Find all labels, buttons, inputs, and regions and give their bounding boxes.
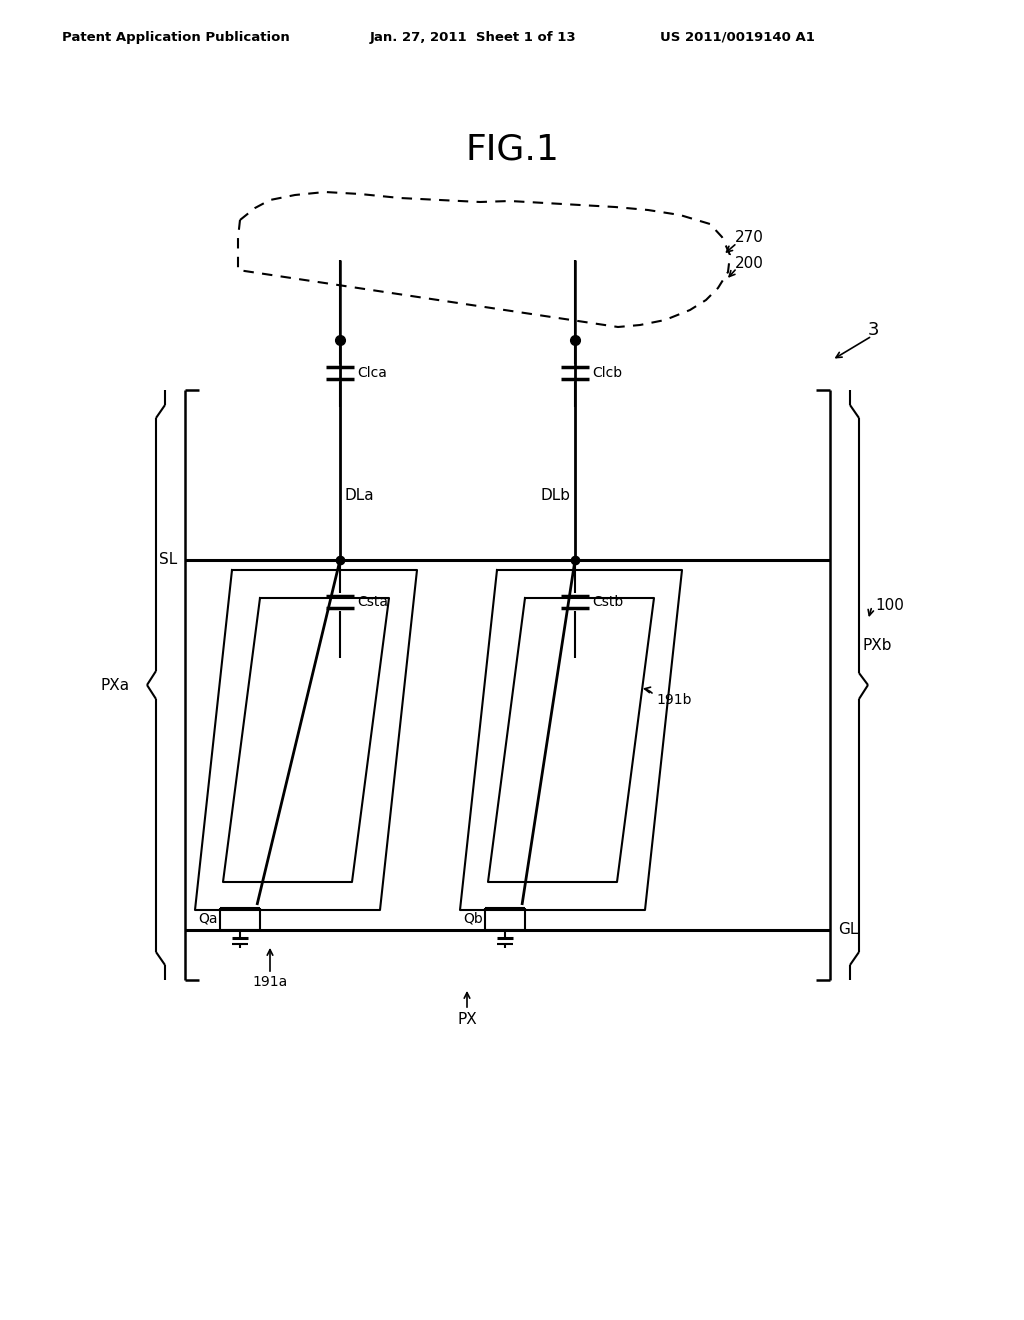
Text: PXb: PXb: [862, 638, 892, 652]
Text: 200: 200: [735, 256, 764, 271]
Text: Cstb: Cstb: [592, 595, 624, 609]
Text: PX: PX: [457, 1012, 477, 1027]
Text: 270: 270: [735, 231, 764, 246]
Text: GL: GL: [838, 923, 858, 937]
Text: 3: 3: [868, 321, 880, 339]
Text: SL: SL: [159, 553, 177, 568]
Text: Jan. 27, 2011  Sheet 1 of 13: Jan. 27, 2011 Sheet 1 of 13: [370, 30, 577, 44]
Text: US 2011/0019140 A1: US 2011/0019140 A1: [660, 30, 815, 44]
Text: PXa: PXa: [100, 677, 129, 693]
Text: Csta: Csta: [357, 595, 388, 609]
Text: FIG.1: FIG.1: [465, 133, 559, 168]
Text: Qb: Qb: [463, 912, 482, 927]
Text: DLa: DLa: [345, 487, 375, 503]
Text: 100: 100: [874, 598, 904, 614]
Text: 191a: 191a: [252, 975, 288, 989]
Text: 191b: 191b: [656, 693, 691, 708]
Text: DLb: DLb: [540, 487, 570, 503]
Text: Clcb: Clcb: [592, 366, 623, 380]
Text: Patent Application Publication: Patent Application Publication: [62, 30, 290, 44]
Text: Clca: Clca: [357, 366, 387, 380]
Text: Qa: Qa: [198, 912, 217, 927]
